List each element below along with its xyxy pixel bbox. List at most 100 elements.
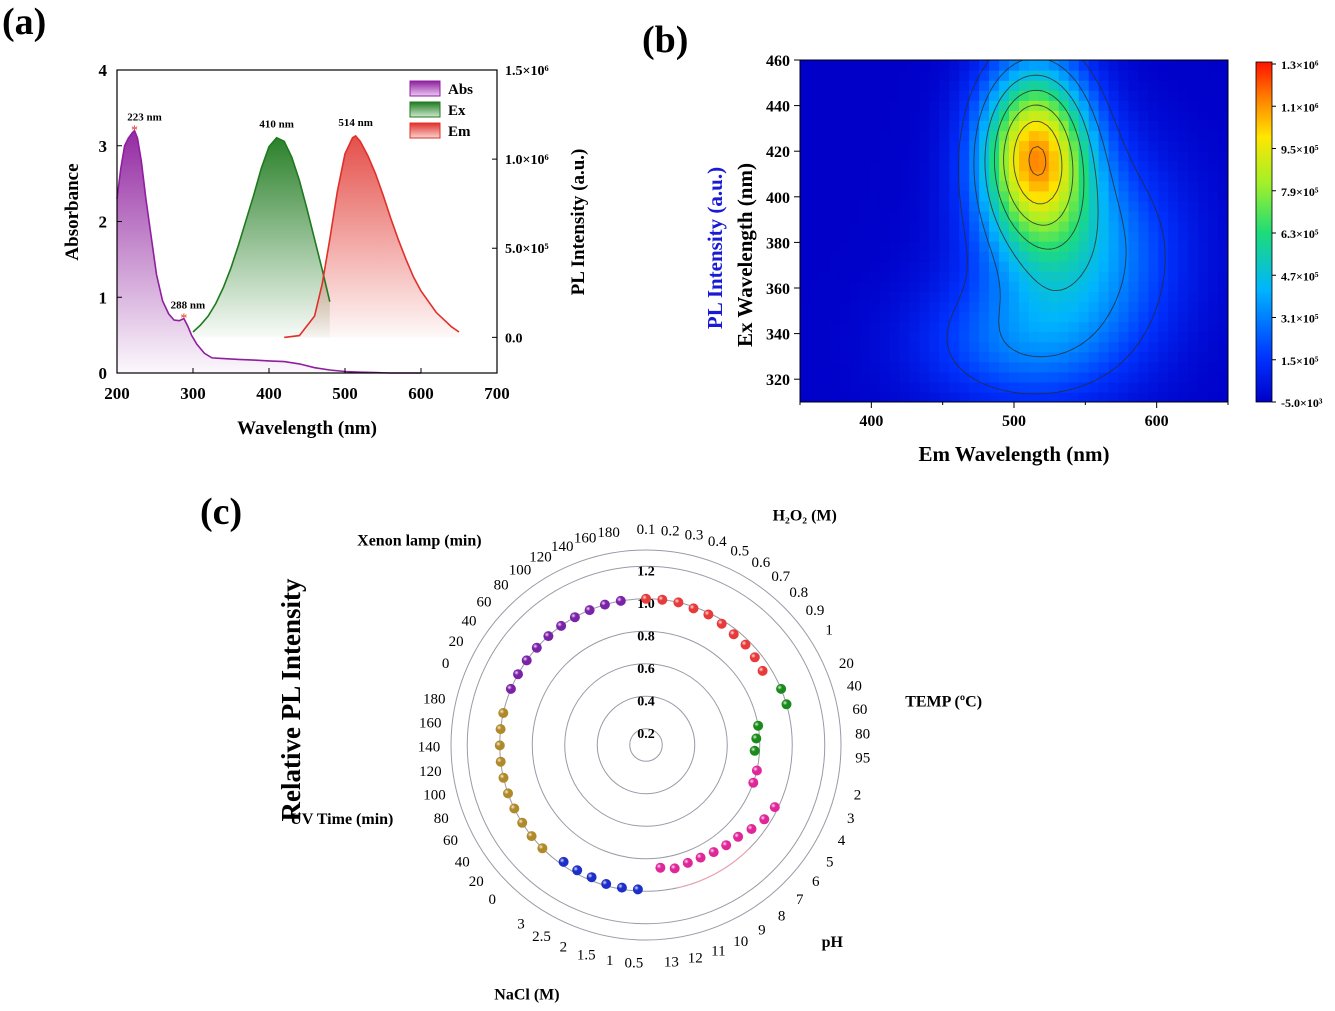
heatmap-cell: [819, 160, 831, 172]
heatmap-cell: [1078, 120, 1090, 132]
heatmap-cell: [1078, 60, 1090, 71]
heatmap-cell: [869, 190, 881, 202]
heatmap-cell: [1208, 100, 1219, 111]
heatmap-cell: [1118, 180, 1130, 192]
heatmap-cell: [1188, 130, 1199, 142]
heatmap-cell: [959, 321, 970, 333]
heatmap-cell: [849, 110, 861, 121]
heatmap-cell: [899, 361, 911, 373]
heatmap-cell: [869, 60, 881, 71]
heatmap-cell: [1138, 391, 1149, 402]
heatmap-cell: [849, 100, 861, 111]
heatmap-cell: [1168, 110, 1179, 121]
heatmap-cell: [919, 210, 930, 222]
heatmap-cell: [859, 180, 871, 192]
heatmap-cell: [1108, 110, 1120, 121]
heatmap-cell: [849, 140, 861, 152]
heatmap-cell: [1058, 180, 1070, 192]
heatmap-cell: [829, 210, 841, 222]
data-point-highlight: [673, 597, 684, 608]
heatmap-cell: [1019, 291, 1030, 303]
polar-ring-label: 0.8: [637, 629, 655, 644]
heatmap-cell: [849, 271, 861, 282]
series-area-em: [284, 135, 459, 338]
angular-tick-label: 0.3: [685, 527, 704, 543]
heatmap-cell: [1178, 60, 1189, 71]
heatmap-cell: [1158, 150, 1169, 162]
heatmap-cell: [1138, 361, 1149, 373]
heatmap-cell: [999, 291, 1010, 303]
heatmap-cell: [1078, 351, 1090, 363]
heatmap-cell: [1038, 120, 1050, 132]
heatmap-cell: [819, 261, 831, 272]
heatmap-cell: [1148, 331, 1159, 343]
heatmap-cell: [1158, 90, 1169, 101]
heatmap-cell: [1028, 251, 1040, 262]
heatmap-cell: [1019, 90, 1030, 101]
group-label-xenon-lamp-min: Xenon lamp (min): [357, 533, 481, 550]
heatmap-cell: [1078, 220, 1090, 232]
heatmap-cell: [1178, 381, 1189, 393]
heatmap-cell: [1168, 251, 1179, 262]
heatmap-cell: [1128, 200, 1140, 212]
heatmap-cell: [1098, 180, 1110, 192]
heatmap-cell: [1048, 130, 1060, 142]
heatmap-cell: [939, 150, 950, 162]
heatmap-cell: [979, 170, 990, 182]
heatmap-cell: [999, 231, 1010, 242]
heatmap-cell: [1068, 231, 1080, 242]
heatmap-cell: [849, 80, 861, 91]
heatmap-cell: [1009, 321, 1020, 333]
heatmap-cell: [999, 281, 1010, 292]
heatmap-cell: [819, 341, 831, 353]
heatmap-cell: [1118, 120, 1130, 132]
heatmap-cell: [1208, 331, 1219, 343]
heatmap-cell: [1028, 120, 1040, 132]
heatmap-cell: [909, 150, 921, 162]
heatmap-cell: [819, 321, 831, 333]
heatmap-cell: [949, 301, 960, 313]
heatmap-cell: [919, 271, 930, 282]
heatmap-cell: [800, 251, 811, 262]
heatmap-cell: [849, 241, 861, 252]
heatmap-cell: [1168, 140, 1179, 152]
heatmap-cell: [1178, 301, 1189, 313]
heatmap-cell: [800, 391, 811, 402]
heatmap-cell: [1068, 170, 1080, 182]
heatmap-cell: [959, 90, 970, 101]
heatmap-cell: [1088, 180, 1100, 192]
heatmap-cell: [929, 60, 940, 71]
heatmap-cell: [1058, 150, 1070, 162]
heatmap-cell: [1178, 220, 1189, 232]
heatmap-cell: [859, 220, 871, 232]
heatmap-cell: [889, 311, 901, 323]
heatmap-cell: [1208, 160, 1219, 172]
heatmap-cell: [929, 301, 940, 313]
heatmap-cell: [889, 321, 901, 333]
heatmap-cell: [1148, 371, 1159, 383]
heatmap-cell: [839, 170, 851, 182]
heatmap-cell: [1068, 371, 1080, 383]
heatmap-cell: [1078, 150, 1090, 162]
heatmap-cell: [1038, 130, 1050, 142]
heatmap-cell: [800, 130, 811, 142]
heatmap-cell: [969, 251, 980, 262]
angular-tick-label: 0.1: [637, 522, 656, 538]
angular-tick-label: 11: [711, 944, 725, 960]
heatmap-cell: [1218, 130, 1228, 142]
heatmap-cell: [810, 130, 821, 142]
heatmap-cell: [1048, 291, 1060, 303]
heatmap-cell: [1009, 110, 1020, 121]
heatmap-cell: [999, 150, 1010, 162]
heatmap-cell: [1178, 180, 1189, 192]
heatmap-cell: [1198, 231, 1209, 242]
heatmap-cell: [919, 60, 930, 71]
colorbar-tick-label: 1.3×10⁶: [1281, 58, 1319, 72]
heatmap-cell: [810, 281, 821, 292]
heatmap-cell: [1218, 321, 1228, 333]
heatmap-cell: [1138, 100, 1149, 111]
heatmap-cell: [919, 361, 930, 373]
heatmap-cell: [1068, 190, 1080, 202]
heatmap-cell: [879, 261, 891, 272]
heatmap-cell: [819, 120, 831, 132]
